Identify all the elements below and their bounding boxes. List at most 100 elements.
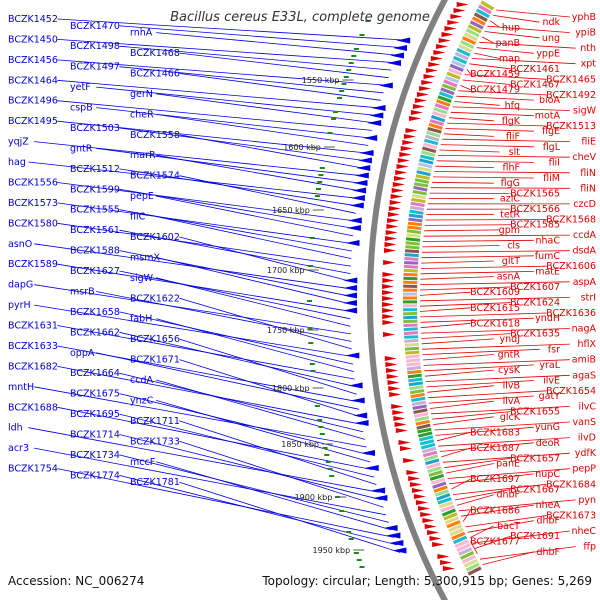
rna-feature-mark xyxy=(353,48,359,50)
forward-gene-label: ung xyxy=(542,33,560,44)
reverse-gene-arrow xyxy=(350,195,365,201)
reverse-gene-connector xyxy=(28,427,379,493)
reverse-gene-label: BCZK1496 xyxy=(8,96,58,107)
rna-feature-mark xyxy=(318,426,324,428)
reverse-gene-label: BCZK1711 xyxy=(130,416,180,427)
forward-gene-label: BCZK1624 xyxy=(510,298,560,309)
forward-gene-arrow xyxy=(421,80,434,85)
reverse-gene-label: asnO xyxy=(8,239,32,250)
cog-feature-block xyxy=(467,24,482,34)
reverse-gene-label: BCZK1671 xyxy=(130,355,180,366)
forward-gene-connector xyxy=(460,85,471,91)
rna-feature-mark xyxy=(314,405,320,407)
rna-feature-mark xyxy=(339,510,345,512)
forward-gene-connector xyxy=(452,106,570,111)
forward-gene-connector xyxy=(448,117,494,122)
forward-gene-label: nagA xyxy=(572,324,597,335)
forward-gene-connector xyxy=(424,224,511,226)
rna-feature-mark xyxy=(322,447,328,449)
cog-feature-block xyxy=(418,435,434,442)
forward-gene-connector xyxy=(420,265,547,269)
cog-feature-block xyxy=(419,158,434,165)
forward-gene-arrow xyxy=(388,386,401,391)
reverse-gene-arrow xyxy=(371,105,386,111)
reverse-gene-arrow xyxy=(353,412,368,419)
forward-gene-arrow xyxy=(400,146,413,151)
accession-text: Accession: NC_006274 xyxy=(8,574,145,588)
rna-feature-mark xyxy=(325,461,331,463)
forward-gene-arrow xyxy=(425,68,438,73)
forward-gene-connector xyxy=(466,68,471,75)
forward-gene-connector xyxy=(470,541,478,554)
rna-feature-mark xyxy=(309,237,315,239)
forward-gene-label: deoR xyxy=(536,438,561,449)
forward-gene-label: vanS xyxy=(573,417,597,428)
forward-gene-arrow xyxy=(382,272,395,277)
forward-gene-label: BCZK1635 xyxy=(510,329,560,340)
forward-gene-connector xyxy=(487,25,570,33)
forward-gene-arrow xyxy=(382,308,395,313)
forward-gene-connector xyxy=(462,79,511,85)
reverse-gene-label: BCZK1497 xyxy=(70,62,120,73)
forward-gene-arrow xyxy=(405,128,418,133)
reverse-gene-label: BCZK1664 xyxy=(70,368,120,379)
reverse-gene-arrow xyxy=(363,135,378,141)
reverse-gene-arrow xyxy=(356,165,371,171)
forward-gene-arrow xyxy=(418,506,430,511)
forward-gene-connector xyxy=(464,74,547,80)
forward-gene-arrow xyxy=(382,278,395,283)
cog-feature-block xyxy=(437,497,452,505)
reverse-gene-arrow xyxy=(349,202,364,209)
cog-feature-block xyxy=(428,122,443,130)
reverse-gene-label: BCZK1602 xyxy=(130,232,180,243)
forward-gene-label: fliI xyxy=(549,157,560,168)
reverse-gene-connector xyxy=(57,18,404,41)
reverse-gene-label: hag xyxy=(8,157,26,168)
cog-feature-block xyxy=(460,550,475,560)
forward-gene-label: ffp xyxy=(583,542,596,553)
rna-feature-mark xyxy=(346,69,352,71)
forward-gene-arrow xyxy=(385,362,398,367)
forward-gene-connector xyxy=(493,15,540,23)
reverse-gene-connector xyxy=(57,222,351,267)
reverse-gene-arrow xyxy=(396,37,411,44)
kbp-marker-label: 1850 kbp xyxy=(281,440,319,449)
forward-gene-connector xyxy=(460,504,534,517)
forward-gene-connector xyxy=(439,442,534,452)
reverse-gene-connector xyxy=(57,468,395,538)
forward-gene-connector xyxy=(420,271,534,275)
forward-gene-arrow xyxy=(395,428,408,433)
reverse-gene-arrow xyxy=(373,495,388,501)
reverse-gene-label: BCZK1682 xyxy=(8,361,58,372)
kbp-marker-label: 1650 kbp xyxy=(272,206,310,215)
forward-gene-arrow xyxy=(430,56,443,61)
kbp-markers: 1550 kbp 1600 kbp 1650 kbp 1700 kbp 1750 kbp… xyxy=(267,76,365,555)
forward-gene-label: ccdA xyxy=(573,230,596,241)
reverse-gene-connector xyxy=(57,79,379,109)
forward-gene-connector xyxy=(454,101,500,106)
forward-gene-label: agaS xyxy=(572,370,596,381)
reverse-gene-label: yetF xyxy=(70,82,91,93)
forward-gene-connector xyxy=(467,520,534,533)
reverse-gene-arrow xyxy=(378,82,393,89)
feature-tracks xyxy=(307,0,495,576)
reverse-gene-label: BCZK1452 xyxy=(8,14,58,25)
forward-gene-arrow xyxy=(399,152,412,157)
forward-gene-connector xyxy=(422,245,500,248)
reverse-gene-connector xyxy=(57,202,353,244)
reverse-gene-label: fliC xyxy=(130,212,146,223)
rna-feature-mark xyxy=(307,300,312,302)
cog-feature-block xyxy=(471,16,486,26)
forward-gene-label: strI xyxy=(581,292,596,303)
reverse-gene-connector xyxy=(34,284,351,335)
forward-gene-connector xyxy=(458,499,576,512)
forward-gene-connector xyxy=(481,36,494,44)
forward-gene-connector xyxy=(436,432,471,442)
forward-gene-arrow xyxy=(453,8,466,13)
cog-feature-block xyxy=(421,446,437,454)
rna-feature-mark xyxy=(339,90,345,92)
rna-feature-mark xyxy=(359,34,365,36)
reverse-gene-connector xyxy=(57,59,386,86)
forward-gene-connector xyxy=(454,489,511,501)
reverse-gene-connector xyxy=(156,216,352,259)
